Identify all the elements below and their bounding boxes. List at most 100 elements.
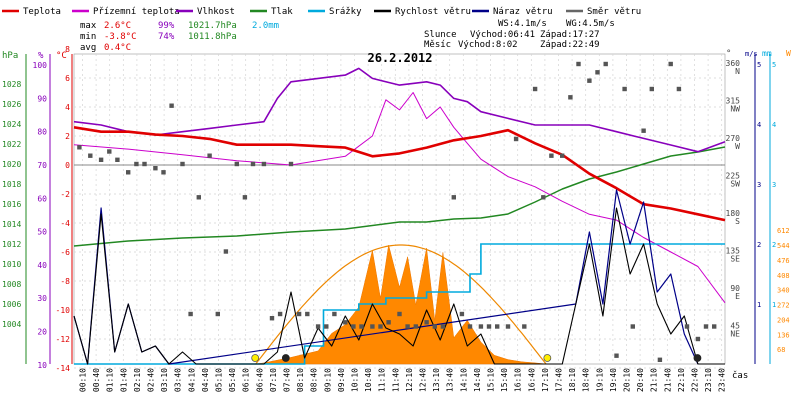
- stat-max-label: max: [80, 21, 97, 31]
- wind-direction-point: [397, 311, 402, 317]
- wind-direction-point: [215, 311, 220, 317]
- temp-tick: 6: [65, 74, 70, 83]
- x-tick: 03:10: [160, 368, 169, 392]
- x-tick: 02:10: [133, 368, 142, 392]
- wind-direction-point: [343, 320, 348, 325]
- wm2-tick: 340: [777, 287, 790, 295]
- wm2-tick: 272: [777, 302, 790, 310]
- wind-direction-point: [413, 324, 418, 329]
- wind-direction-point: [587, 78, 592, 83]
- wind-direction-point: [161, 170, 166, 175]
- wm2-tick: 68: [777, 346, 785, 354]
- temp-tick: 0: [65, 161, 70, 170]
- dir-tick-label: SE: [730, 255, 740, 264]
- clear-sky-curve: [255, 244, 547, 365]
- x-tick: 11:40: [391, 368, 400, 392]
- wind-direction-point: [668, 61, 673, 67]
- temp-tick: -6: [60, 248, 70, 257]
- x-tick: 23:40: [718, 368, 727, 392]
- hpa-tick: 1024: [2, 120, 21, 129]
- x-tick: 10:40: [364, 368, 373, 392]
- wind-direction-point: [188, 311, 193, 317]
- hpa-tick: 1004: [2, 320, 21, 329]
- dir-tick-label: NE: [730, 330, 740, 339]
- x-tick: 19:40: [609, 368, 618, 392]
- legend-item: Teplota: [23, 7, 61, 17]
- wind-direction-point: [695, 336, 701, 342]
- sunrise-marker: [251, 354, 260, 362]
- hpa-tick: 1018: [2, 180, 21, 189]
- temp-tick: 4: [65, 103, 70, 112]
- wind-direction-point: [467, 324, 473, 329]
- mm-tick: 3: [772, 181, 776, 189]
- dir-tick-label: W: [735, 142, 740, 151]
- wind-direction-point: [712, 324, 717, 329]
- wind-direction-point: [703, 324, 709, 329]
- wind-direction-point: [207, 153, 212, 158]
- wind-speed-readout: WS:4.1m/s: [498, 19, 547, 29]
- wind-direction-point: [107, 149, 112, 154]
- wm2-tick: 136: [777, 331, 790, 339]
- wind-direction-point: [134, 161, 139, 167]
- x-tick: 05:10: [215, 368, 224, 392]
- temp-tick: -4: [60, 219, 70, 228]
- wind-direction-point: [595, 70, 600, 75]
- wind-direction-point: [560, 153, 565, 158]
- stat-min-label: min: [80, 32, 96, 42]
- moonrise-marker: [281, 354, 290, 362]
- pct-tick: 10: [37, 361, 47, 370]
- x-tick: 01:10: [106, 368, 115, 392]
- radiation-area: [255, 244, 547, 365]
- wind-direction-point: [370, 324, 375, 329]
- mm-tick: 1: [772, 301, 776, 309]
- wind-direction-point: [549, 153, 554, 158]
- x-tick: 07:40: [283, 368, 292, 392]
- x-tick: 20:40: [636, 368, 645, 392]
- stats-header: 26.2.2012 max 2.6°C 99% 1021.7hPa 2.0mm min -3.…: [80, 19, 615, 65]
- pct-tick: 60: [37, 194, 47, 203]
- wind-direction-point: [98, 157, 104, 162]
- wind-direction-point: [378, 324, 383, 329]
- temperature-line: [73, 126, 726, 222]
- moonrise-time: Východ:8:02: [458, 40, 518, 50]
- wind-direction-point: [88, 153, 93, 158]
- wm2-unit: W: [786, 49, 791, 58]
- x-tick: 15:40: [500, 368, 509, 392]
- wind-gust-readout: WG:4.5m/s: [566, 19, 615, 29]
- dir-tick-label: NW: [730, 105, 740, 114]
- x-tick: 04:10: [187, 368, 196, 392]
- wind-direction-point: [296, 311, 302, 317]
- pct-tick: 40: [37, 261, 47, 270]
- x-tick: 22:10: [677, 368, 686, 392]
- x-tick: 06:40: [255, 368, 264, 392]
- wind-direction-point: [324, 324, 329, 329]
- legend-item: Náraz větru: [493, 7, 553, 17]
- pressure-line: [73, 146, 726, 247]
- wind-direction-point: [223, 249, 229, 254]
- ms-tick: 3: [757, 181, 761, 189]
- stat-max-press: 1021.7hPa: [188, 21, 237, 31]
- x-tick: 10:10: [351, 368, 360, 392]
- temp-tick: 2: [65, 132, 70, 141]
- x-tick: 02:40: [147, 368, 156, 392]
- temp-unit: °C: [56, 51, 67, 61]
- mm-tick: 2: [772, 241, 776, 249]
- wind-direction-point: [305, 311, 310, 317]
- dir-tick: 180: [726, 209, 741, 218]
- stat-min-temp: -3.8°C: [104, 32, 137, 42]
- x-tick: 09:40: [337, 368, 346, 392]
- wind-direction-point: [261, 161, 267, 167]
- x-tick: 04:40: [201, 368, 210, 392]
- wind-direction-point: [603, 61, 608, 67]
- legend-item: Směr větru: [587, 7, 641, 17]
- wind-direction-point: [142, 161, 147, 167]
- axes-layer: hPa% °C ° m/s mm W102810261024102210201018101…: [2, 45, 791, 392]
- x-axis-label: čas: [732, 370, 748, 381]
- wind-direction-point: [250, 161, 256, 167]
- pct-tick: 50: [37, 228, 47, 237]
- wm2-tick: 544: [777, 242, 790, 250]
- x-tick: 05:40: [228, 368, 237, 392]
- legend-item: Srážky: [329, 7, 362, 17]
- x-tick: 03:40: [174, 368, 183, 392]
- x-tick: 13:10: [432, 368, 441, 392]
